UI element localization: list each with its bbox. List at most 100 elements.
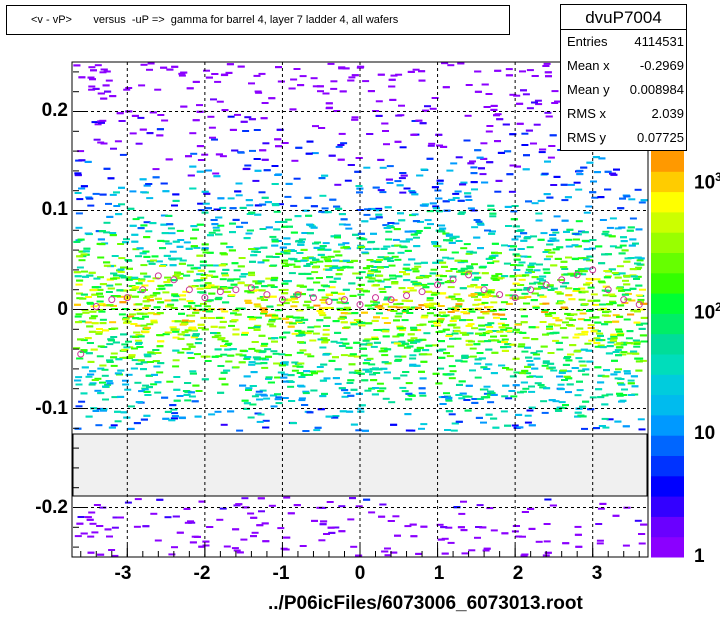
heatmap-cell	[326, 106, 333, 109]
heatmap-cell	[317, 248, 325, 251]
heatmap-cell	[122, 241, 129, 244]
heatmap-cell	[459, 392, 467, 395]
heatmap-cell	[87, 360, 95, 363]
heatmap-cell	[208, 413, 216, 416]
heatmap-cell	[492, 339, 500, 342]
heatmap-cell	[134, 308, 142, 311]
heatmap-cell	[256, 420, 264, 423]
heatmap-cell	[306, 232, 314, 235]
heatmap-cell	[576, 327, 584, 330]
heatmap-cell	[416, 346, 424, 349]
profile-marker	[356, 301, 364, 309]
heatmap-cell	[265, 226, 273, 229]
heatmap-cell	[356, 191, 363, 194]
heatmap-cell	[73, 347, 81, 350]
heatmap-cell	[318, 210, 326, 213]
profile-marker	[418, 288, 426, 296]
heatmap-cell	[255, 393, 263, 396]
heatmap-cell	[268, 504, 276, 507]
chart-title: <v - vP> versus -uP => gamma for barrel …	[31, 14, 399, 26]
heatmap-cell	[203, 287, 211, 289]
heatmap-cell	[269, 394, 277, 397]
heatmap-cell	[491, 274, 499, 277]
heatmap-cell	[298, 399, 306, 402]
heatmap-cell	[347, 518, 355, 521]
heatmap-cell	[222, 301, 230, 304]
heatmap-cell	[490, 529, 498, 532]
heatmap-cell	[589, 396, 597, 399]
heatmap-cell	[338, 505, 346, 508]
heatmap-cell	[263, 169, 271, 172]
heatmap-cell	[546, 325, 553, 328]
heatmap-cell	[473, 219, 481, 221]
heatmap-cell	[248, 274, 256, 277]
heatmap-cell	[205, 285, 213, 288]
heatmap-cell	[129, 313, 136, 316]
heatmap-cell	[500, 410, 508, 413]
heatmap-cell	[157, 301, 165, 304]
heatmap-cell	[362, 362, 370, 365]
heatmap-cell	[78, 320, 86, 323]
heatmap-cell	[110, 356, 118, 359]
heatmap-cell	[388, 85, 396, 88]
heatmap-cell	[442, 256, 450, 259]
heatmap-cell	[138, 278, 146, 281]
heatmap-cell	[400, 374, 408, 377]
heatmap-cell	[555, 341, 563, 344]
heatmap-cell	[526, 409, 534, 412]
heatmap-cell	[361, 220, 369, 223]
heatmap-cell	[562, 404, 569, 407]
heatmap-cell	[236, 225, 244, 228]
heatmap-cell	[215, 296, 223, 299]
heatmap-cell	[207, 317, 215, 319]
heatmap-cell	[520, 321, 528, 324]
heatmap-cell	[357, 410, 365, 413]
heatmap-cell	[152, 349, 160, 351]
heatmap-cell	[290, 258, 298, 261]
heatmap-cell	[89, 382, 97, 385]
heatmap-cell	[527, 507, 535, 510]
heatmap-cell	[512, 357, 520, 360]
heatmap-cell	[219, 507, 227, 510]
heatmap-cell	[290, 204, 298, 207]
heatmap-cell	[117, 369, 125, 372]
heatmap-cell	[560, 285, 567, 288]
heatmap-cell	[426, 157, 434, 160]
heatmap-cell	[437, 318, 445, 321]
heatmap-cell	[106, 343, 114, 346]
heatmap-cell	[202, 540, 210, 543]
heatmap-cell	[273, 228, 281, 231]
heatmap-cell	[474, 149, 482, 152]
heatmap-cell	[261, 522, 269, 525]
heatmap-cell	[470, 293, 478, 296]
heatmap-cell	[147, 280, 155, 283]
heatmap-cell	[114, 372, 122, 375]
heatmap-cell	[74, 172, 82, 175]
heatmap-cell	[582, 368, 590, 371]
heatmap-cell	[381, 361, 389, 364]
heatmap-cell	[420, 283, 428, 286]
heatmap-cell	[178, 72, 186, 75]
heatmap-cell	[435, 331, 443, 333]
heatmap-cell	[281, 397, 289, 399]
heatmap-cell	[493, 316, 500, 319]
heatmap-cell	[384, 554, 392, 557]
heatmap-cell	[393, 377, 401, 380]
heatmap-cell	[179, 298, 186, 301]
heatmap-cell	[386, 225, 394, 227]
heatmap-cell	[577, 257, 585, 260]
heatmap-cell	[595, 339, 603, 342]
heatmap-cell	[350, 388, 358, 391]
heatmap-cell	[325, 268, 333, 271]
heatmap-cell	[183, 274, 191, 277]
heatmap-cell	[146, 323, 154, 326]
heatmap-cell	[220, 353, 228, 356]
heatmap-cell	[129, 289, 137, 291]
heatmap-cell	[149, 352, 157, 355]
heatmap-cell	[418, 79, 426, 82]
heatmap-cell	[139, 178, 147, 181]
heatmap-cell	[123, 321, 131, 324]
heatmap-cell	[381, 550, 389, 553]
heatmap-cell	[90, 348, 98, 351]
heatmap-cell	[606, 393, 614, 396]
